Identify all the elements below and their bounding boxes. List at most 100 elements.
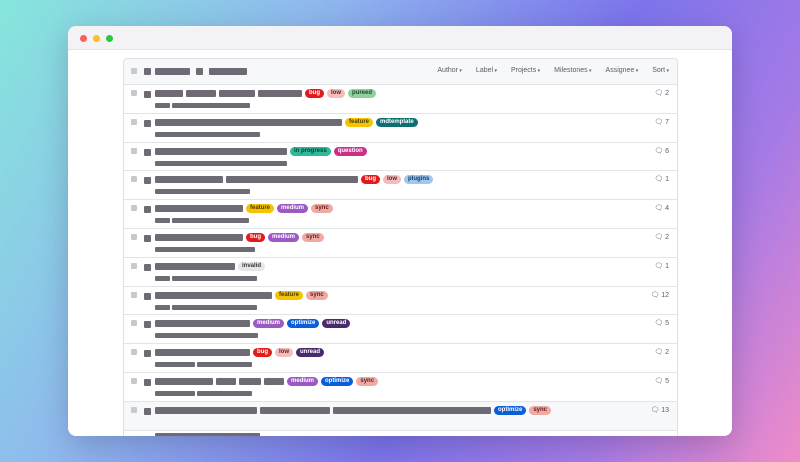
comment-count[interactable]: 13 [650,406,669,414]
label-badge[interactable]: in progress [290,146,331,156]
issue-checkbox[interactable] [131,262,137,269]
redacted-title[interactable] [155,118,342,126]
label-badge[interactable]: sync [356,376,379,386]
label-badge[interactable]: invalid [238,261,266,271]
redacted-title[interactable] [155,262,235,270]
comment-count[interactable]: 1 [654,175,669,183]
filter-sort[interactable]: Sort [652,67,669,74]
label-badge[interactable]: mdtemplate [376,117,418,127]
close-button[interactable] [80,35,87,42]
issue-checkbox[interactable] [131,176,137,183]
label-badge[interactable]: sync [311,204,333,214]
redacted-title[interactable] [155,377,213,385]
filter-label[interactable]: Label [476,67,497,74]
comment-count[interactable]: 2 [654,89,669,97]
filter-assignee[interactable]: Assignee [606,67,639,74]
redacted-title[interactable] [264,377,284,385]
label-badge[interactable]: question [333,146,367,156]
label-badge[interactable]: unread [322,319,351,329]
label-badge[interactable]: sync [302,232,324,242]
label-badge[interactable]: feature [246,204,275,214]
label-badge[interactable]: bug [253,348,272,358]
comment-count[interactable]: 12 [650,291,669,299]
issue-checkbox[interactable] [131,320,137,327]
label-badge[interactable]: low [383,175,401,185]
issue-row[interactable]: invalid 1 [124,258,677,287]
label-badge[interactable]: bug [305,89,324,98]
label-badge[interactable]: bug [246,232,265,242]
maximize-button[interactable] [106,35,113,42]
label-badge[interactable]: low [327,89,345,98]
minimize-button[interactable] [93,35,100,42]
redacted-title[interactable] [239,377,261,385]
comment-count[interactable]: 7 [654,118,669,126]
comment-count[interactable]: 4 [654,204,669,212]
label-badge[interactable]: low [275,348,293,358]
issue-checkbox[interactable] [131,291,137,298]
label-badge[interactable]: optimize [494,405,527,415]
comment-count[interactable]: 2 [654,348,669,356]
label-badge[interactable]: feature [275,290,304,300]
redacted-title[interactable] [333,406,491,414]
label-badge[interactable]: sync [306,290,328,300]
redacted-title[interactable] [155,349,250,357]
label-badge[interactable]: optimize [287,319,320,329]
issue-checkbox[interactable] [131,118,137,125]
label-badge[interactable]: medium [277,204,309,214]
label-badge[interactable]: optimize [321,376,354,386]
label-badge[interactable]: medium [287,376,319,386]
label-badge[interactable]: feature [345,117,374,127]
label-badge[interactable]: plugins [404,175,434,185]
label-badge[interactable]: medium [268,232,300,242]
comment-count[interactable]: 1 [654,262,669,270]
filter-milestones[interactable]: Milestones [554,67,591,74]
redacted-title[interactable] [258,90,302,97]
label-badge[interactable]: medium [253,319,285,329]
redacted-title[interactable] [155,233,243,241]
redacted-meta [197,362,252,368]
issue-checkbox[interactable] [131,90,137,96]
issue-checkbox[interactable] [131,349,137,356]
issue-checkbox[interactable] [131,233,137,240]
issue-checkbox[interactable] [131,147,137,154]
issue-checkbox[interactable] [131,205,137,212]
redacted-title[interactable] [186,90,216,97]
label-badge[interactable]: sync [529,405,552,415]
redacted-title[interactable] [260,406,330,414]
redacted-title[interactable] [155,205,243,213]
comment-count[interactable]: 6 [654,147,669,155]
comment-count[interactable]: 5 [654,377,669,385]
filter-author[interactable]: Author [437,67,462,74]
redacted-title[interactable] [155,320,250,328]
issue-icon [144,292,151,300]
redacted-meta [197,390,252,396]
redacted-title[interactable] [155,291,272,299]
label-badge[interactable]: pureed [348,89,377,98]
issue-checkbox[interactable] [131,377,137,384]
select-all-checkbox[interactable] [131,68,137,74]
redacted-title[interactable] [219,90,255,97]
filter-projects[interactable]: Projects [511,67,540,74]
comment-count[interactable]: 2 [654,233,669,241]
redacted-title[interactable] [155,147,287,155]
redacted-title[interactable] [155,90,183,97]
redacted-title[interactable] [155,176,223,184]
redacted-title[interactable] [155,406,257,414]
label-badge[interactable]: unread [296,348,325,358]
redacted-title[interactable] [216,377,236,385]
redacted-title[interactable] [226,176,358,184]
label-badge[interactable]: bug [361,175,380,185]
issue-checkbox[interactable] [131,406,137,413]
comment-count[interactable]: 5 [654,319,669,327]
